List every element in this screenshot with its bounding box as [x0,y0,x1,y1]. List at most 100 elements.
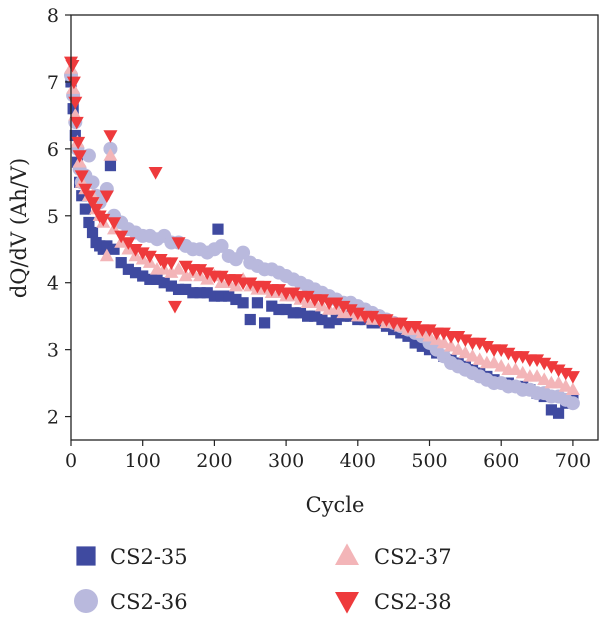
data-point [316,313,328,326]
data-point [409,337,421,349]
data-point [65,59,80,73]
data-point [472,352,487,365]
data-point [258,317,271,329]
data-point [479,341,494,354]
x-axis-ticks: 0 100 200 300 400 500 600 700 [65,440,591,472]
data-point [436,335,451,349]
data-point [228,274,243,287]
data-point [69,129,81,142]
x-tick-label: 500 [411,450,447,472]
x-tick-label: 100 [125,450,161,472]
x-tick-label: 700 [555,450,591,472]
data-point [101,240,113,252]
data-point [458,345,473,359]
data-point [444,338,459,352]
data-point [537,357,552,371]
data-point [565,371,580,384]
data-point [178,260,193,274]
data-point [537,372,552,386]
data-point [230,293,242,306]
data-point [68,96,83,110]
data-point [565,382,580,396]
x-axis-title: Cycle [306,493,365,517]
data-point [107,217,122,230]
data-point [122,263,134,275]
x-tick-label: 200 [196,450,232,472]
data-point [167,300,182,314]
data-point [465,348,480,362]
plot-points [64,56,580,419]
legend-item: CS2-35 [76,545,188,569]
data-point [180,283,192,296]
data-point [104,159,117,172]
data-point [99,190,114,204]
data-point [545,404,557,416]
data-point [201,287,213,299]
data-point [294,307,307,319]
y-tick-label: 4 [47,273,59,295]
data-point [551,364,566,378]
data-point [365,310,380,324]
data-point [530,354,545,368]
data-point [215,290,228,302]
data-point [286,287,301,301]
data-point [99,248,114,262]
data-point [74,170,89,183]
data-point [416,340,428,352]
data-point [244,313,256,326]
data-point [558,367,573,381]
data-point [78,183,93,197]
data-point [172,283,185,296]
data-point [393,317,408,331]
data-point [135,247,150,260]
data-point [83,216,95,229]
data-point [552,407,565,419]
data-point [164,265,179,278]
data-point [208,290,221,302]
data-point [108,243,120,255]
data-point [79,203,91,215]
legend-label: CS2-37 [374,545,452,569]
data-point [142,250,157,264]
x-tick-label: 600 [483,450,519,472]
data-point [214,238,229,253]
data-point [330,313,342,326]
data-point [200,267,215,281]
x-tick-label: 0 [65,450,77,472]
data-point [251,297,264,309]
data-point [187,287,199,299]
data-point [329,297,344,311]
data-point [350,307,365,321]
y-tick-label: 7 [47,72,59,94]
y-tick-label: 2 [47,407,59,429]
data-point [508,362,523,375]
data-point [544,361,559,374]
data-point [314,294,329,307]
y-tick-label: 8 [47,5,59,27]
data-point [451,331,466,344]
data-point [300,290,315,304]
data-point [171,261,186,275]
data-point [193,264,208,277]
data-point [114,230,129,244]
legend-item: CS2-36 [74,589,188,614]
data-point [408,320,423,334]
data-point [565,396,580,411]
data-point [129,267,142,279]
data-point [72,150,87,163]
data-point [103,148,118,161]
data-point [343,304,358,317]
data-point [194,287,206,299]
y-tick-label: 6 [47,139,59,161]
data-point [302,310,314,322]
data-point [137,270,149,282]
series-cs2-38 [64,56,580,384]
data-point [501,347,516,361]
data-point [144,273,156,285]
data-point [103,130,118,143]
legend-marker-triangle-down [335,592,359,614]
data-point [243,277,258,291]
data-point [436,327,451,341]
data-point [85,197,100,210]
